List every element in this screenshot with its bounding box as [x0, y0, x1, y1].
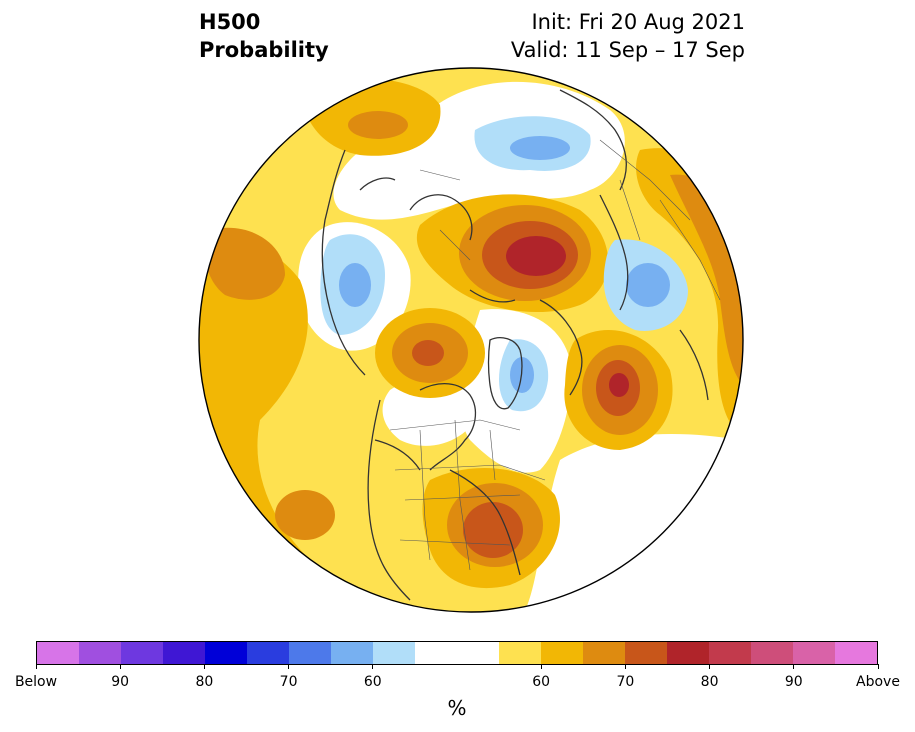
- colorbar-cell: [415, 642, 457, 664]
- region-above-normal: [463, 502, 523, 558]
- colorbar-cell: [751, 642, 793, 664]
- region-above-normal: [609, 373, 629, 397]
- region-below-normal: [626, 263, 670, 307]
- colorbar-tick-label: Below: [14, 674, 58, 690]
- region-above-normal: [275, 490, 335, 540]
- colorbar-cell: [79, 642, 121, 664]
- region-above-normal: [348, 111, 408, 139]
- region-below-normal: [510, 136, 570, 160]
- colorbar-tick-mark: [35, 664, 37, 669]
- title-quantity: Probability: [199, 38, 329, 62]
- colorbar-cell: [121, 642, 163, 664]
- colorbar-tick-mark: [119, 664, 121, 669]
- map-title: H500 Probability: [199, 8, 329, 64]
- colorbar-tick-mark: [540, 664, 542, 669]
- colorbar-cell: [205, 642, 247, 664]
- colorbar-cell: [331, 642, 373, 664]
- colorbar-tick-label: 60: [363, 674, 382, 690]
- init-date: Init: Fri 20 Aug 2021: [531, 10, 745, 34]
- colorbar-cell: [835, 642, 877, 664]
- forecast-dates: Init: Fri 20 Aug 2021 Valid: 11 Sep – 17…: [511, 8, 745, 64]
- colorbar-tick-label: 90: [111, 674, 130, 690]
- colorbar: [36, 641, 878, 665]
- colorbar-cell: [247, 642, 289, 664]
- colorbar-cell: [583, 642, 625, 664]
- colorbar-tick-mark: [372, 664, 374, 669]
- colorbar-cell: [541, 642, 583, 664]
- colorbar-tick-mark: [624, 664, 626, 669]
- colorbar-cell: [667, 642, 709, 664]
- coastlines: [321, 89, 709, 601]
- region-above-normal: [205, 227, 285, 300]
- colorbar-tick-mark: [203, 664, 205, 669]
- colorbar-tick-mark: [709, 664, 711, 669]
- map-fill: [199, 68, 743, 612]
- colorbar-cell: [373, 642, 415, 664]
- colorbar-tick-mark: [877, 664, 879, 669]
- valid-period: Valid: 11 Sep – 17 Sep: [510, 38, 745, 62]
- colorbar-tick-label: 90: [784, 674, 803, 690]
- colorbar-cell: [163, 642, 205, 664]
- colorbar-tick-label: 80: [700, 674, 719, 690]
- title-variable: H500: [199, 10, 261, 34]
- region-above-normal: [412, 340, 444, 366]
- region-below-normal: [339, 263, 371, 307]
- colorbar-cell: [499, 642, 541, 664]
- colorbar-cell: [625, 642, 667, 664]
- colorbar-cell: [709, 642, 751, 664]
- colorbar-tick-mark: [288, 664, 290, 669]
- colorbar-cell: [289, 642, 331, 664]
- colorbar-tick-label: 70: [616, 674, 635, 690]
- colorbar-tick-label: Above: [856, 674, 900, 690]
- colorbar-cell: [793, 642, 835, 664]
- colorbar-cell: [37, 642, 79, 664]
- colorbar-tick-label: 80: [195, 674, 214, 690]
- colorbar-tick-label: 70: [279, 674, 298, 690]
- region-above-normal: [506, 236, 566, 276]
- colorbar-tick-label: 60: [532, 674, 551, 690]
- globe-outline: [198, 67, 744, 613]
- colorbar-unit-label: %: [447, 696, 467, 720]
- probability-map: [198, 67, 744, 613]
- political-boundaries: [389, 139, 721, 571]
- colorbar-tick-mark: [793, 664, 795, 669]
- colorbar-cell: [457, 642, 499, 664]
